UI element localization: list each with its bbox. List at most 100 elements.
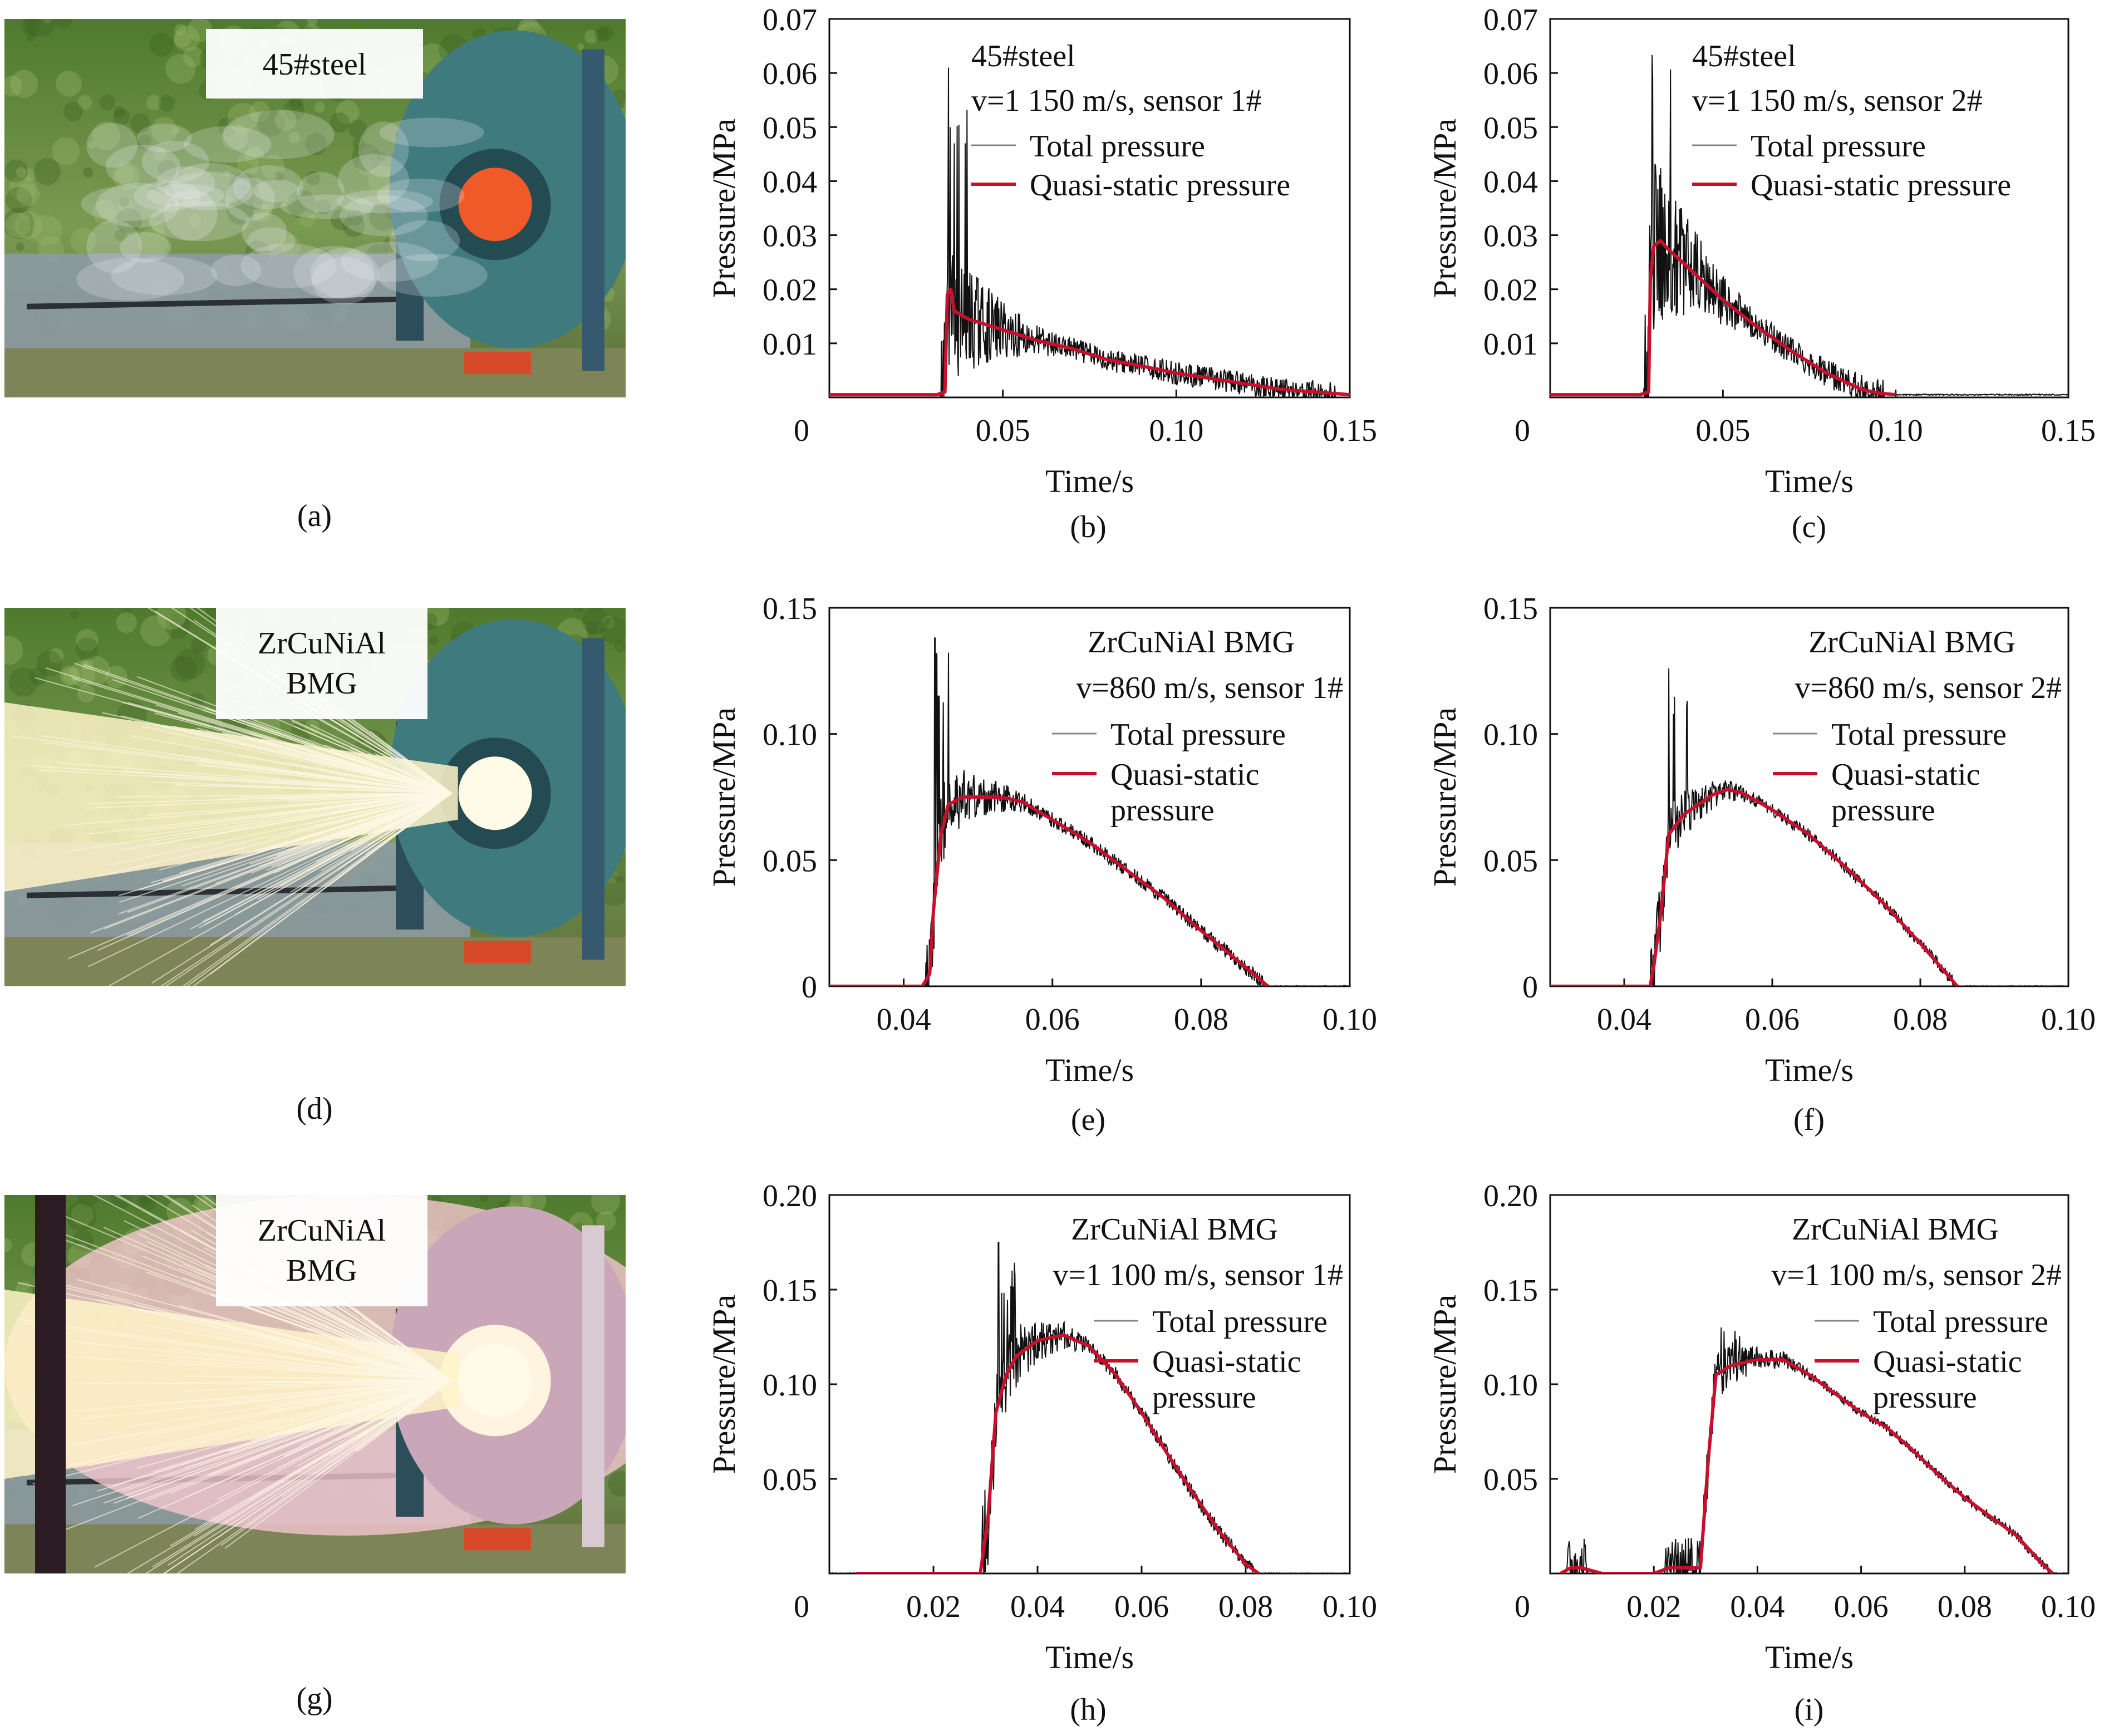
x-axis-label: Time/s — [1045, 1052, 1134, 1088]
annotation-material: ZrCuNiAl BMG — [1792, 1212, 1999, 1247]
legend-label-total: Total pressure — [1831, 717, 2007, 752]
y-tick-label: 0.02 — [763, 273, 817, 308]
legend-label-quasi: Quasi-static — [1873, 1345, 2022, 1379]
y-tick-label: 0.15 — [1483, 1273, 1538, 1308]
caption-d: (d) — [296, 1091, 333, 1126]
x-axis-label: Time/s — [1045, 463, 1134, 499]
photo-g: ZrCuNiAl BMG — [4, 1195, 626, 1573]
x-tick-label: 0.08 — [1893, 1002, 1948, 1037]
chart-h: 0 0.02 0.04 0.06 0.08 0.10 0.05 0.10 0.15 0.20 Tim… — [706, 1179, 1377, 1727]
x-tick-label: 0.10 — [2041, 1590, 2096, 1624]
legend-label-quasi: pressure — [1110, 793, 1215, 828]
x-axis-label: Time/s — [1045, 1639, 1134, 1675]
y-tick-label: 0.05 — [763, 111, 817, 145]
y-tick-label: 0.04 — [1483, 165, 1538, 199]
legend-label-total: Total pressure — [1110, 717, 1286, 752]
x-tick-label: 0.10 — [1869, 414, 1923, 448]
y-tick-label: 0.05 — [763, 844, 817, 878]
y-axis-label: Pressure/MPa — [706, 707, 742, 887]
x-tick-label: 0.05 — [976, 414, 1030, 448]
x-tick-label: 0.05 — [1695, 414, 1750, 448]
x-tick-label: 0.04 — [877, 1002, 931, 1037]
x-tick-label: 0.08 — [1218, 1590, 1273, 1624]
x-axis-label: Time/s — [1765, 463, 1854, 499]
caption-g: (g) — [296, 1681, 333, 1716]
photo-label-text: BMG — [286, 1253, 357, 1288]
panel-caption: (b) — [1070, 510, 1106, 544]
series-total-pressure — [1550, 668, 2068, 986]
y-tick-label: 0.15 — [763, 1273, 817, 1308]
annotation-condition: v=1 100 m/s, sensor 2# — [1771, 1258, 2062, 1292]
x-tick-label: 0.10 — [1323, 1002, 1377, 1037]
x-tick-label: 0.15 — [1323, 414, 1377, 448]
y-tick-label: 0.10 — [1483, 1368, 1538, 1403]
plot-frame — [828, 607, 1351, 987]
y-tick-label: 0.01 — [1483, 327, 1538, 362]
x-tick-label: 0.15 — [2041, 414, 2096, 448]
plot-frame — [1549, 18, 2069, 399]
photo-label-text: 45#steel — [263, 47, 367, 82]
photo-label-box: 45#steel — [206, 29, 423, 99]
photo-label-box: ZrCuNiAl BMG — [216, 1195, 427, 1306]
y-tick-label: 0.07 — [1483, 3, 1538, 37]
chart-b: 0 0.05 0.10 0.15 0.01 0.02 0.03 0.04 0.05 0.06 0.0… — [706, 3, 1377, 544]
y-axis-label: Pressure/MPa — [706, 1295, 742, 1474]
panel-caption: (i) — [1795, 1693, 1824, 1727]
legend-label-quasi: Quasi-static — [1152, 1345, 1301, 1379]
y-axis-label: Pressure/MPa — [1427, 707, 1463, 887]
x-tick-label: 0.08 — [1174, 1002, 1228, 1037]
y-tick-label: 0.03 — [763, 219, 817, 254]
photo-label-text: ZrCuNiAl — [258, 1213, 386, 1248]
annotation-material: ZrCuNiAl BMG — [1088, 625, 1295, 660]
annotation-material: 45#steel — [1692, 39, 1796, 73]
y-tick-label: 0.02 — [1483, 273, 1538, 308]
plot-frame — [828, 1194, 1351, 1575]
x-tick-label: 0 — [794, 414, 809, 448]
photo-label-text: BMG — [286, 666, 357, 701]
annotation-material: ZrCuNiAl BMG — [1071, 1212, 1278, 1247]
legend-label-total: Total pressure — [1751, 129, 1926, 164]
x-tick-label: 0 — [1515, 1590, 1530, 1624]
legend-label-quasi: pressure — [1152, 1380, 1256, 1415]
y-tick-label: 0.10 — [1483, 718, 1538, 753]
panel-caption: (f) — [1793, 1103, 1825, 1137]
photo-label-box: ZrCuNiAl BMG — [216, 608, 427, 719]
legend-label-quasi: Quasi-static pressure — [1030, 168, 1290, 203]
x-tick-label: 0.04 — [1730, 1590, 1785, 1624]
annotation-condition: v=860 m/s, sensor 2# — [1795, 671, 2062, 705]
y-axis-label: Pressure/MPa — [1427, 1295, 1463, 1474]
x-tick-label: 0.10 — [1149, 414, 1203, 448]
series-quasi-static-pressure — [1550, 788, 1959, 986]
x-tick-label: 0.02 — [1626, 1590, 1681, 1624]
chart-f: 0.04 0.06 0.08 0.10 0 0.05 0.10 0.15 Time/s Press… — [1427, 592, 2096, 1137]
y-tick-label: 0.03 — [1483, 219, 1538, 254]
x-axis-label: Time/s — [1765, 1052, 1854, 1088]
x-tick-label: 0.10 — [2041, 1002, 2096, 1037]
x-tick-label: 0.06 — [1745, 1002, 1800, 1037]
y-tick-label: 0.15 — [1483, 592, 1538, 626]
photo-a: 45#steel — [4, 19, 626, 397]
legend-label-total: Total pressure — [1152, 1305, 1328, 1339]
legend-label-quasi: pressure — [1831, 793, 1935, 828]
annotation-material: 45#steel — [971, 39, 1075, 73]
caption-a: (a) — [297, 499, 332, 533]
panel-caption: (c) — [1792, 510, 1826, 544]
x-tick-label: 0.06 — [1025, 1002, 1080, 1037]
x-tick-label: 0.06 — [1114, 1590, 1169, 1624]
x-tick-label: 0.10 — [1323, 1590, 1377, 1624]
chart-c: 0 0.05 0.10 0.15 0.01 0.02 0.03 0.04 0.05 0.06 0.0… — [1427, 3, 2096, 544]
annotation-condition: v=860 m/s, sensor 1# — [1076, 671, 1343, 705]
plot-frame — [1549, 607, 2069, 987]
series-quasi-static-pressure — [1550, 239, 1896, 397]
chart-i: 0 0.02 0.04 0.06 0.08 0.10 0.05 0.10 0.15 0.20 Tim… — [1427, 1179, 2096, 1727]
photo-d: ZrCuNiAl BMG — [4, 608, 626, 986]
legend-label-quasi: Quasi-static pressure — [1751, 168, 2011, 203]
x-tick-label: 0.04 — [1597, 1002, 1651, 1037]
y-tick-label: 0.04 — [763, 165, 817, 199]
panel-caption: (e) — [1071, 1103, 1105, 1137]
panel-caption: (h) — [1070, 1693, 1106, 1727]
y-tick-label: 0.06 — [1483, 57, 1538, 91]
x-tick-label: 0 — [794, 1590, 809, 1624]
